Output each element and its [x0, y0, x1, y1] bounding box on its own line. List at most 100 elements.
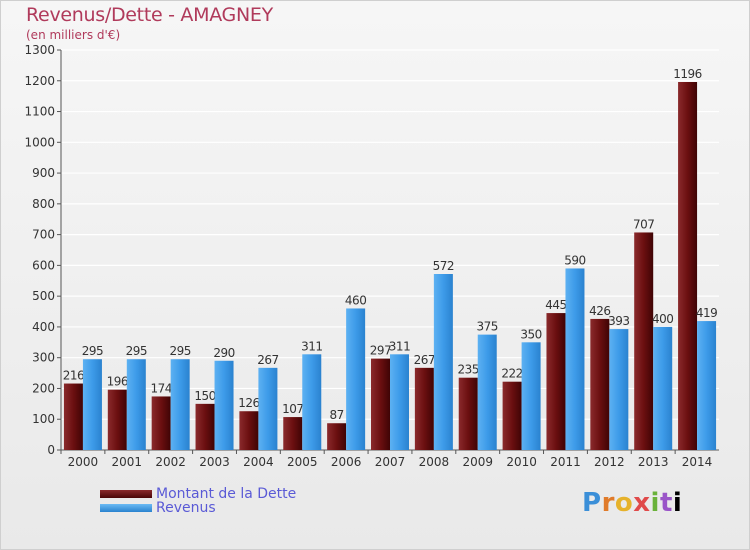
data-label-revenue: 311 [389, 339, 410, 353]
y-tick-label: 1000 [24, 135, 55, 149]
data-label-debt: 196 [107, 375, 128, 389]
data-label-debt: 235 [458, 363, 479, 377]
bar-revenue [214, 360, 234, 450]
plot-area: 0 100 200 300 400 500 600 700 800 900 1000 1100 1200… [24, 43, 719, 469]
bar-revenue [126, 359, 146, 450]
data-label-debt: 126 [238, 396, 259, 410]
bar-debt [546, 313, 566, 450]
bar-debt [414, 367, 434, 450]
legend-label-debt: Montant de la Dette [156, 486, 297, 502]
data-label-debt: 445 [545, 298, 566, 312]
y-tick-label: 1100 [24, 105, 55, 119]
bar-debt [634, 232, 654, 450]
data-label-revenue: 572 [433, 259, 454, 273]
bar-revenue [346, 308, 366, 450]
data-label-debt: 216 [63, 369, 84, 383]
data-label-debt: 1196 [673, 67, 702, 81]
legend-swatch-debt [100, 490, 152, 498]
data-label-revenue: 295 [126, 344, 147, 358]
data-label-revenue: 290 [213, 346, 234, 360]
data-label-debt: 222 [501, 367, 522, 381]
bar-revenue [609, 329, 629, 450]
y-tick-label: 500 [32, 289, 55, 303]
bar-revenue [565, 268, 585, 450]
data-label-revenue: 295 [169, 344, 190, 358]
bar-debt [63, 383, 83, 450]
y-tick-label: 300 [32, 351, 55, 365]
bar-revenue [258, 367, 278, 450]
bar-revenue [82, 359, 102, 450]
bar-debt [107, 389, 127, 450]
bar-debt [195, 403, 215, 450]
legend-swatch-revenue [100, 504, 152, 512]
bar-debt [502, 381, 522, 450]
x-tick-label: 2003 [199, 455, 230, 469]
bar-revenue [390, 354, 409, 450]
data-label-revenue: 400 [652, 312, 673, 326]
bar-debt [678, 82, 698, 450]
legend-item-debt: Montant de la Dette [100, 486, 297, 502]
x-tick-label: 2009 [462, 455, 493, 469]
x-tick-label: 2001 [112, 455, 143, 469]
chart-title: Revenus/Dette - AMAGNEY [26, 4, 273, 26]
bar-debt [283, 417, 303, 450]
data-label-revenue: 460 [345, 293, 366, 307]
data-label-revenue: 419 [696, 306, 717, 320]
y-tick-label: 400 [32, 320, 55, 334]
bar-debt [151, 396, 171, 450]
y-tick-label: 1200 [24, 74, 55, 88]
data-label-revenue: 311 [301, 339, 322, 353]
proxiti-logo: Proxiti [582, 488, 683, 518]
data-label-debt: 174 [150, 381, 171, 395]
bar-revenue [433, 274, 453, 450]
data-label-debt: 87 [329, 408, 343, 422]
bar-debt [371, 358, 390, 450]
bar-revenue [521, 342, 541, 450]
x-tick-label: 2008 [419, 455, 450, 469]
y-tick-label: 600 [32, 258, 55, 272]
x-tick-label: 2013 [638, 455, 669, 469]
x-tick-label: 2010 [506, 455, 537, 469]
data-label-revenue: 393 [608, 314, 629, 328]
data-label-revenue: 267 [257, 353, 278, 367]
data-label-revenue: 295 [82, 344, 103, 358]
x-tick-label: 2014 [682, 455, 713, 469]
bar-revenue [697, 321, 717, 450]
data-label-revenue: 375 [477, 320, 498, 334]
bar-revenue [170, 359, 190, 450]
x-tick-label: 2011 [550, 455, 581, 469]
y-tick-label: 0 [47, 443, 55, 457]
bar-revenue [302, 354, 322, 450]
bar-debt [590, 318, 610, 450]
chart-subtitle: (en milliers d'€) [26, 28, 121, 42]
x-tick-label: 2000 [68, 455, 99, 469]
x-tick-label: 2005 [287, 455, 318, 469]
x-tick-label: 2012 [594, 455, 625, 469]
data-label-debt: 297 [370, 344, 391, 358]
legend-label-revenue: Revenus [156, 500, 216, 516]
legend-item-revenue: Revenus [100, 500, 296, 516]
bar-revenue [653, 326, 673, 450]
y-tick-label: 700 [32, 228, 55, 242]
data-label-debt: 150 [194, 389, 215, 403]
y-tick-label: 900 [32, 166, 55, 180]
bar-debt [327, 423, 347, 450]
y-tick-label: 100 [32, 412, 55, 426]
data-label-debt: 267 [414, 353, 435, 367]
x-tick-label: 2007 [375, 455, 406, 469]
legend: Montant de la Dette Revenus [100, 486, 297, 516]
data-label-revenue: 350 [520, 327, 541, 341]
data-label-debt: 107 [282, 402, 303, 416]
x-tick-label: 2002 [155, 455, 186, 469]
x-tick-label: 2004 [243, 455, 274, 469]
x-tick-label: 2006 [331, 455, 362, 469]
y-tick-label: 1300 [24, 43, 55, 57]
bar-revenue [477, 334, 497, 450]
data-label-debt: 426 [589, 304, 610, 318]
y-tick-label: 200 [32, 381, 55, 395]
y-tick-label: 800 [32, 197, 55, 211]
data-label-debt: 707 [633, 217, 654, 231]
bar-debt [239, 411, 259, 450]
